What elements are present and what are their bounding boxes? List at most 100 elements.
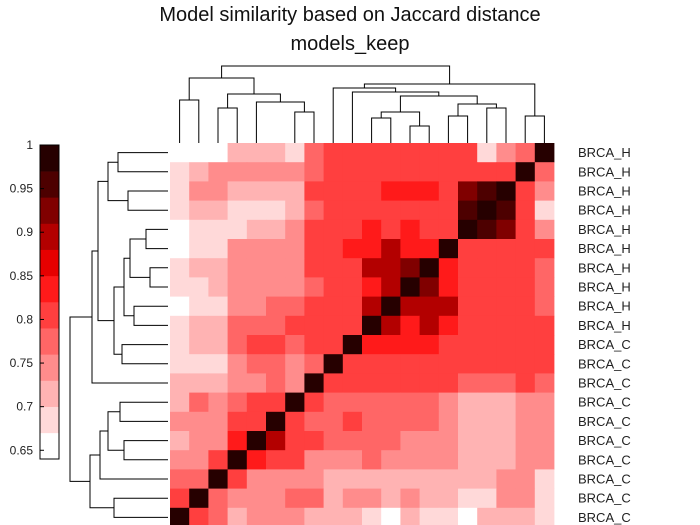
dendrogram-link — [179, 99, 200, 143]
heatmap-cell — [534, 507, 555, 525]
heatmap-cell — [400, 392, 420, 413]
heatmap-cell — [534, 315, 555, 336]
heatmap-cell — [208, 354, 228, 374]
colorbar-segment — [40, 145, 59, 172]
heatmap-cell — [323, 335, 344, 355]
heatmap-cell — [515, 469, 536, 489]
heatmap-cell — [304, 488, 324, 509]
heatmap-cell — [515, 488, 536, 509]
heatmap-cell — [266, 239, 286, 259]
heatmap-cell — [304, 431, 324, 451]
heatmap-cell — [189, 277, 209, 297]
heatmap-cell — [227, 296, 248, 317]
colorbar-segment — [40, 302, 59, 329]
heatmap-cell — [285, 239, 305, 259]
heatmap-cell — [189, 239, 209, 259]
heatmap-cell — [381, 469, 401, 489]
heatmap-cell — [246, 469, 267, 489]
heatmap-cell — [189, 373, 209, 393]
heatmap-cell — [304, 162, 324, 182]
heatmap-cell — [323, 296, 344, 317]
heatmap-cell — [515, 411, 536, 432]
heatmap-cell — [419, 411, 440, 432]
colorbar-segment — [40, 223, 59, 250]
heatmap-cell — [170, 373, 190, 393]
heatmap-cell — [515, 181, 536, 201]
heatmap-cell — [266, 488, 286, 509]
heatmap-cell — [496, 296, 516, 317]
heatmap-cell — [170, 392, 190, 413]
heatmap-cell — [419, 277, 440, 297]
heatmap-cell — [342, 162, 363, 182]
heatmap-cell — [496, 315, 516, 336]
dendrogram-link — [294, 111, 315, 143]
heatmap-cell — [496, 507, 516, 525]
heatmap-cell — [438, 469, 459, 489]
heatmap-cell — [477, 411, 497, 432]
heatmap-cell — [246, 373, 267, 393]
heatmap-cell — [496, 239, 516, 259]
heatmap-cell — [304, 143, 324, 163]
heatmap-cell — [515, 200, 536, 221]
heatmap-cell — [515, 431, 536, 451]
heatmap-cell — [266, 373, 286, 393]
heatmap-cell — [266, 162, 286, 182]
heatmap-cell — [323, 507, 344, 525]
heatmap-cell — [419, 219, 440, 240]
heatmap-cell — [381, 143, 401, 163]
heatmap-cell — [381, 162, 401, 182]
heatmap-cell — [381, 277, 401, 297]
heatmap-cell — [381, 392, 401, 413]
heatmap-cell — [515, 296, 536, 317]
heatmap-cell — [246, 181, 267, 201]
heatmap-cell — [534, 143, 555, 163]
heatmap-cell — [438, 258, 459, 278]
heatmap-cell — [304, 200, 324, 221]
heatmap-cell — [189, 488, 209, 509]
heatmap-cell — [534, 200, 555, 221]
dendrogram-link — [121, 344, 168, 365]
heatmap-cell — [266, 450, 286, 470]
dendrogram-link — [69, 316, 92, 482]
heatmap-cell — [419, 431, 440, 451]
heatmap-cell — [362, 200, 382, 221]
heatmap-cell — [227, 277, 248, 297]
heatmap-cell — [189, 354, 209, 374]
heatmap-cell — [438, 392, 459, 413]
heatmap-cell — [189, 258, 209, 278]
heatmap-cell — [381, 373, 401, 393]
row-label: BRCA_H — [578, 318, 631, 333]
row-label: BRCA_H — [578, 184, 631, 199]
row-label: BRCA_H — [578, 203, 631, 218]
heatmap-cell — [342, 431, 363, 451]
heatmap-cell — [208, 373, 228, 393]
heatmap-cell — [208, 431, 228, 451]
dendrogram-link — [188, 77, 255, 100]
heatmap-cell — [323, 239, 344, 259]
heatmap-cell — [227, 219, 248, 240]
heatmap-cell — [534, 411, 555, 432]
heatmap-cell — [304, 277, 324, 297]
dendrogram-link — [447, 115, 469, 143]
heatmap-cell — [285, 469, 305, 489]
colorbar-tick-label: 1 — [26, 138, 33, 152]
heatmap-cell — [534, 162, 555, 182]
heatmap-cell — [170, 143, 190, 163]
heatmap-cell — [458, 373, 478, 393]
row-label: BRCA_C — [578, 452, 631, 467]
heatmap-cell — [438, 162, 459, 182]
heatmap-cell — [285, 143, 305, 163]
colorbar: 1 0.95 0.9 0.85 0.8 0.75 0.7 0.65 — [10, 138, 60, 460]
heatmap-cell — [246, 277, 267, 297]
heatmap-cell — [515, 507, 536, 525]
heatmap-cell — [342, 488, 363, 509]
heatmap-cell — [266, 200, 286, 221]
heatmap-cell — [189, 392, 209, 413]
heatmap-cell — [534, 431, 555, 451]
dendrogram-link — [117, 152, 168, 173]
heatmap-cell — [189, 335, 209, 355]
heatmap-cell — [362, 488, 382, 509]
heatmap-cell — [515, 373, 536, 393]
heatmap-cell — [266, 143, 286, 163]
heatmap-cell — [438, 335, 459, 355]
